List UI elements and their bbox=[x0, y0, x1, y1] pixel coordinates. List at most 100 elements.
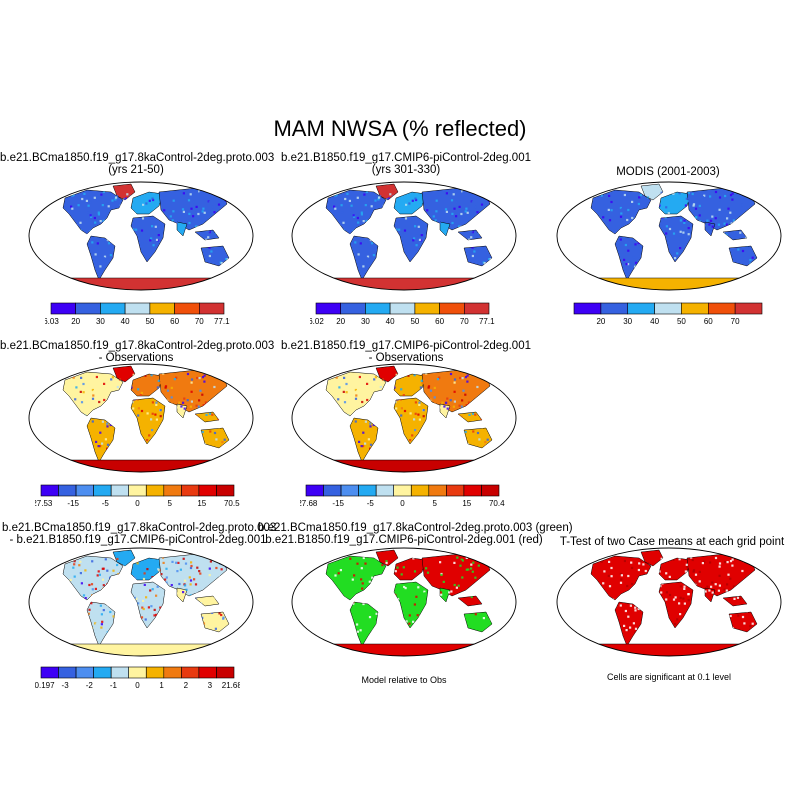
map-border bbox=[291, 547, 517, 657]
colorbar-swatch bbox=[305, 484, 324, 497]
colorbar-swatch bbox=[146, 666, 165, 679]
land-africa bbox=[393, 397, 429, 445]
colorbar-swatch bbox=[110, 666, 129, 679]
colorbar-tick-label: 20 bbox=[71, 317, 80, 326]
colorbar-tick-label: 15 bbox=[462, 499, 471, 508]
colorbar-swatch bbox=[365, 302, 391, 315]
land-seasia bbox=[457, 229, 483, 241]
colorbar-tick-label: 30 bbox=[96, 317, 105, 326]
colorbar-swatch bbox=[128, 666, 147, 679]
colorbar-swatch bbox=[75, 666, 94, 679]
colorbar-tick-label: 40 bbox=[121, 317, 130, 326]
colorbar-swatch bbox=[315, 302, 342, 315]
land-antarctica bbox=[313, 459, 495, 472]
panel-1-title: b.e21.BCma1850.f19_g17.8kaControl-2deg.p… bbox=[0, 152, 275, 176]
panel-8-title: T-Test of two Case means at each grid po… bbox=[559, 536, 785, 548]
land-africa bbox=[658, 215, 694, 263]
colorbar-tick-label: 15 bbox=[197, 499, 206, 508]
figure-title: MAM NWSA (% reflected) bbox=[273, 116, 527, 141]
panel-1-map bbox=[28, 181, 254, 291]
colorbar-swatch bbox=[411, 484, 430, 497]
panel-7-caption: Model relative to Obs bbox=[361, 675, 447, 685]
panel-5-map bbox=[291, 363, 517, 473]
land-greenland bbox=[112, 549, 136, 567]
colorbar-tick-label: 0 bbox=[135, 499, 140, 508]
colorbar-swatch bbox=[375, 484, 394, 497]
panel-6-map bbox=[28, 547, 254, 657]
map-border bbox=[556, 547, 782, 657]
colorbar-swatch bbox=[393, 484, 412, 497]
colorbar-tick-label: -2 bbox=[86, 681, 94, 690]
panel-4-title: b.e21.BCma1850.f19_g17.8kaControl-2deg.p… bbox=[0, 340, 275, 364]
land-namerica bbox=[590, 555, 652, 601]
colorbar-tick-label: -3 bbox=[62, 681, 70, 690]
land-antarctica bbox=[313, 277, 495, 290]
colorbar-tick-label: 3 bbox=[208, 681, 213, 690]
colorbar-swatch bbox=[75, 484, 94, 497]
colorbar-tick-label: 70 bbox=[460, 317, 469, 326]
colorbar-swatch bbox=[58, 666, 77, 679]
colorbar-swatch bbox=[198, 484, 217, 497]
colorbar-swatch bbox=[149, 302, 175, 315]
map-border bbox=[556, 181, 782, 291]
colorbar-swatch bbox=[110, 484, 129, 497]
land-india bbox=[439, 221, 451, 237]
colorbar-swatch bbox=[573, 302, 602, 315]
land-antarctica bbox=[50, 459, 232, 472]
colorbar-swatch bbox=[627, 302, 655, 315]
colorbar-tick-label: 60 bbox=[170, 317, 179, 326]
land-greenland bbox=[640, 549, 664, 567]
map-border bbox=[28, 181, 254, 291]
land-namerica bbox=[590, 189, 652, 235]
land-africa bbox=[393, 581, 429, 629]
colorbar-swatch bbox=[181, 666, 200, 679]
land-samerica bbox=[349, 601, 379, 647]
colorbar-tick-label: -27.53 bbox=[35, 499, 53, 508]
map-border bbox=[28, 547, 254, 657]
panel-7-title: b.e21.BCma1850.f19_g17.8kaControl-2deg.p… bbox=[258, 522, 573, 546]
land-namerica bbox=[325, 371, 387, 417]
land-samerica bbox=[349, 235, 379, 281]
colorbar-tick-label: 40 bbox=[386, 317, 395, 326]
colorbar-tick-label: 6.03 bbox=[45, 317, 59, 326]
colorbar-tick-label: 30 bbox=[361, 317, 370, 326]
map-border bbox=[291, 181, 517, 291]
panel-3-map bbox=[556, 181, 782, 291]
land-antarctica bbox=[578, 643, 760, 656]
colorbar-swatch bbox=[40, 484, 59, 497]
colorbar-tick-label: 5 bbox=[432, 499, 437, 508]
colorbar-swatch bbox=[58, 484, 77, 497]
land-seasia bbox=[194, 229, 220, 241]
colorbar-swatch bbox=[75, 302, 101, 315]
colorbar-swatch bbox=[124, 302, 151, 315]
colorbar-tick-label: 60 bbox=[704, 317, 713, 326]
land-antarctica bbox=[50, 643, 232, 656]
colorbar-swatch bbox=[100, 302, 126, 315]
colorbar-swatch bbox=[340, 302, 366, 315]
colorbar-swatch bbox=[93, 666, 112, 679]
colorbar-tick-label: 70 bbox=[731, 317, 740, 326]
colorbar-tick-label: 2 bbox=[184, 681, 189, 690]
map-border bbox=[28, 363, 254, 473]
land-australia bbox=[200, 611, 230, 633]
colorbar-swatch bbox=[358, 484, 377, 497]
land-europe bbox=[658, 557, 692, 581]
colorbar-swatch bbox=[146, 484, 165, 497]
colorbar-tick-label: 20 bbox=[596, 317, 605, 326]
colorbar-tick-label: 0 bbox=[135, 681, 140, 690]
colorbar-tick-label: 60 bbox=[435, 317, 444, 326]
panel-6-colorbar: -40.197 -3 -2 -1 0 1 2 3 21.684 bbox=[35, 666, 240, 690]
colorbar-swatch bbox=[464, 302, 490, 315]
panel-2-map bbox=[291, 181, 517, 291]
colorbar-swatch bbox=[428, 484, 447, 497]
panel-1-colorbar: 6.03 20 30 40 50 60 70 77.19 bbox=[45, 302, 230, 326]
colorbar-tick-label: 21.684 bbox=[222, 681, 240, 690]
colorbar-swatch bbox=[216, 666, 235, 679]
land-australia bbox=[200, 245, 230, 267]
panel-5-title: b.e21.B1850.f19_g17.CMIP6-piControl-2deg… bbox=[281, 340, 531, 364]
land-greenland bbox=[375, 549, 399, 567]
colorbar-tick-label: 20 bbox=[336, 317, 345, 326]
panel-8-map bbox=[556, 547, 782, 657]
panel-5-colorbar: -27.68 -15 -5 0 5 15 70.43 bbox=[300, 484, 505, 508]
land-seasia bbox=[457, 595, 483, 607]
